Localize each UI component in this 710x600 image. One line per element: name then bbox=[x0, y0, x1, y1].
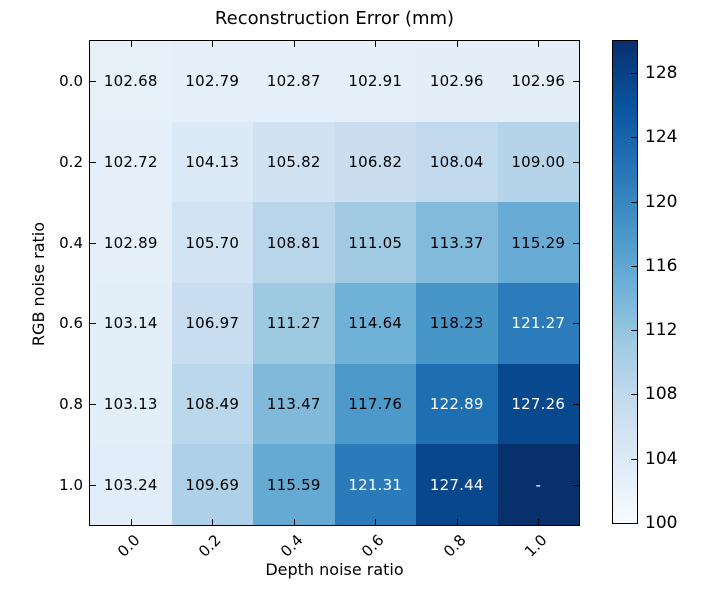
colorbar-tick-mark bbox=[631, 137, 637, 139]
colorbar-tick-mark bbox=[631, 458, 637, 460]
heatmap-cell: 118.23 bbox=[416, 282, 498, 364]
heatmap-cell: 102.68 bbox=[90, 41, 172, 122]
heatmap-cell: 114.64 bbox=[334, 282, 416, 364]
x-tick-mark bbox=[212, 519, 214, 525]
y-tick-mark bbox=[90, 404, 96, 405]
heatmap-cell: 102.87 bbox=[253, 41, 335, 122]
colorbar-tick-label: 124 bbox=[645, 127, 678, 148]
colorbar-tick-mark bbox=[631, 201, 637, 203]
heatmap-cell: 108.04 bbox=[416, 121, 498, 203]
y-tick-label: 0.0 bbox=[59, 72, 83, 91]
heatmap-cell: 102.91 bbox=[334, 41, 416, 122]
heatmap-cell: 109.00 bbox=[497, 121, 579, 203]
heatmap-grid: 102.68 102.79 102.87 102.91 102.96 102.96 102.… bbox=[90, 41, 579, 525]
colorbar-tick-label: 108 bbox=[645, 384, 678, 405]
x-tick-label: 1.0 bbox=[521, 531, 551, 561]
y-tick-label: 0.4 bbox=[59, 233, 83, 252]
y-tick-label: 1.0 bbox=[59, 475, 83, 494]
heatmap-plot-area: 102.68 102.79 102.87 102.91 102.96 102.96 102.… bbox=[89, 40, 580, 526]
colorbar-tick-labels: 100 104 108 112 116 120 124 128 bbox=[645, 41, 705, 533]
x-tick-label: 0.2 bbox=[195, 531, 225, 561]
heatmap-cell: 103.13 bbox=[90, 363, 172, 445]
heatmap-cell: 106.97 bbox=[171, 282, 253, 364]
colorbar-tick-mark bbox=[631, 394, 637, 396]
x-tick-label: 0.0 bbox=[113, 531, 144, 561]
heatmap-cell: 105.70 bbox=[171, 202, 253, 283]
heatmap-cell: 106.82 bbox=[334, 121, 416, 203]
heatmap-cell: - bbox=[497, 444, 579, 525]
colorbar-tick-mark bbox=[631, 523, 637, 524]
y-tick-label: 0.2 bbox=[59, 153, 83, 171]
colorbar-tick-label: 120 bbox=[645, 191, 678, 212]
y-tick-mark bbox=[573, 242, 579, 244]
x-tick-mark bbox=[293, 519, 295, 525]
heatmap-cell: 103.24 bbox=[90, 444, 172, 525]
colorbar-tick-mark bbox=[631, 330, 637, 332]
x-tick-mark bbox=[456, 519, 458, 525]
heatmap-cell: 102.79 bbox=[171, 41, 253, 122]
y-tick-mark bbox=[90, 484, 96, 486]
heatmap-cell: 111.27 bbox=[253, 282, 335, 364]
colorbar-tick-label: 100 bbox=[645, 513, 678, 533]
colorbar-tick-label: 128 bbox=[645, 63, 678, 84]
y-tick-mark bbox=[573, 404, 579, 405]
y-tick-label: 0.6 bbox=[59, 314, 83, 333]
heatmap-cell: 102.89 bbox=[90, 202, 172, 283]
colorbar-tick-label: 116 bbox=[645, 255, 678, 276]
heatmap-cell: 103.14 bbox=[90, 282, 172, 364]
y-tick-mark bbox=[573, 323, 579, 325]
heatmap-cell: 127.26 bbox=[497, 363, 579, 445]
y-tick-mark bbox=[90, 242, 96, 244]
heatmap-cell: 122.89 bbox=[416, 363, 498, 445]
heatmap-cell: 102.96 bbox=[416, 41, 498, 122]
heatmap-cell: 117.76 bbox=[334, 363, 416, 445]
x-tick-mark bbox=[293, 41, 295, 47]
x-tick-mark bbox=[130, 519, 132, 525]
colorbar-tick-label: 104 bbox=[645, 448, 678, 469]
x-tick-mark bbox=[538, 41, 540, 47]
heatmap-cell: 102.96 bbox=[497, 41, 579, 122]
y-axis-label: RGB noise ratio bbox=[29, 221, 48, 347]
heatmap-cell: 102.72 bbox=[90, 121, 172, 203]
x-tick-mark bbox=[130, 41, 132, 47]
y-tick-mark bbox=[90, 323, 96, 325]
colorbar-tick-mark bbox=[631, 73, 637, 75]
x-axis-label: Depth noise ratio bbox=[265, 560, 404, 579]
heatmap-cell: 113.47 bbox=[253, 363, 335, 445]
y-tick-mark bbox=[573, 484, 579, 486]
x-tick-mark bbox=[456, 41, 458, 47]
heatmap-cell: 108.81 bbox=[253, 202, 335, 283]
y-tick-mark bbox=[573, 162, 579, 163]
heatmap-cell: 108.49 bbox=[171, 363, 253, 445]
heatmap-cell: 121.31 bbox=[334, 444, 416, 525]
x-tick-label: 0.6 bbox=[358, 531, 388, 561]
heatmap-cell: 121.27 bbox=[497, 282, 579, 364]
chart-title: Reconstruction Error (mm) bbox=[214, 8, 455, 29]
heatmap-cell: 115.59 bbox=[253, 444, 335, 525]
x-tick-mark bbox=[375, 41, 377, 47]
y-tick-label: 0.8 bbox=[59, 395, 83, 413]
colorbar bbox=[612, 40, 638, 524]
x-tick-mark bbox=[212, 41, 214, 47]
x-tick-label: 0.8 bbox=[439, 531, 470, 561]
y-axis-tick-labels: 0.0 0.2 0.4 0.6 0.8 1.0 bbox=[0, 41, 83, 525]
heatmap-cell: 127.44 bbox=[416, 444, 498, 525]
colorbar-tick-label: 112 bbox=[645, 320, 678, 341]
x-tick-label: 0.4 bbox=[276, 531, 307, 561]
heatmap-cell: 111.05 bbox=[334, 202, 416, 283]
heatmap-cell: 113.37 bbox=[416, 202, 498, 283]
heatmap-cell: 115.29 bbox=[497, 202, 579, 283]
y-tick-mark bbox=[90, 81, 96, 83]
heatmap-cell: 105.82 bbox=[253, 121, 335, 203]
y-tick-mark bbox=[573, 81, 579, 83]
colorbar-tick-mark bbox=[631, 265, 637, 267]
heatmap-cell: 104.13 bbox=[171, 121, 253, 203]
x-tick-mark bbox=[375, 519, 377, 525]
heatmap-cell: 109.69 bbox=[171, 444, 253, 525]
y-tick-mark bbox=[90, 162, 96, 163]
x-tick-mark bbox=[538, 519, 540, 525]
